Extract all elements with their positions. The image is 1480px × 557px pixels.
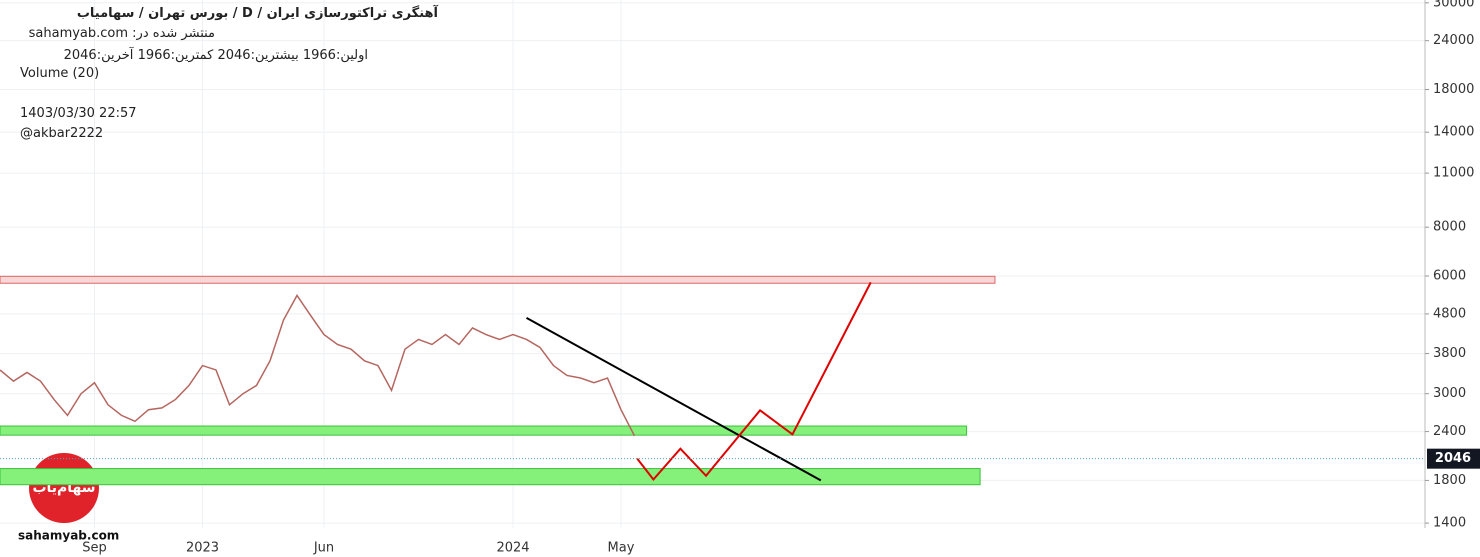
x-tick-label: Jun <box>313 541 334 556</box>
x-tick-label: May <box>608 541 635 556</box>
y-tick-label: 14000 <box>1433 125 1474 140</box>
title: آهنگری تراکتورسازی ایران / D / بورس تهرا… <box>76 6 438 21</box>
zone <box>0 425 968 436</box>
x-tick-label: Sep <box>82 541 107 556</box>
zone <box>0 468 981 486</box>
last-price-box <box>1427 448 1480 469</box>
y-tick-label: 6000 <box>1433 269 1466 284</box>
y-tick-label: 11000 <box>1433 166 1474 181</box>
y-tick-label: 3800 <box>1433 346 1466 361</box>
y-tick-label: 4800 <box>1433 306 1466 321</box>
y-tick-label: 1800 <box>1433 473 1466 488</box>
projection <box>636 281 872 482</box>
price-line <box>0 294 636 437</box>
x-tick-label: 2024 <box>496 541 529 556</box>
datetime: 1403/03/30 22:57 <box>20 106 137 121</box>
author: @akbar2222 <box>20 126 104 141</box>
published: منتشر شده در: sahamyab.com <box>28 26 215 41</box>
y-tick-label: 18000 <box>1433 82 1474 97</box>
y-tick-label: 1400 <box>1433 516 1466 531</box>
zone <box>0 275 996 284</box>
y-tick-label: 24000 <box>1433 33 1474 48</box>
y-tick-label: 2400 <box>1433 424 1466 439</box>
ohlc: اولین:1966 بیشترین:2046 کمترین:1966 آخری… <box>63 48 368 63</box>
y-tick-label: 30000 <box>1433 0 1474 10</box>
x-tick-label: 2023 <box>186 541 219 556</box>
trendline <box>526 316 822 482</box>
y-tick-label: 3000 <box>1433 386 1466 401</box>
y-tick-label: 8000 <box>1433 220 1466 235</box>
indicator: Volume (20) <box>20 66 100 81</box>
site-text: sahamyab.com <box>18 529 119 543</box>
last-price-label: 2046 <box>1435 451 1471 466</box>
